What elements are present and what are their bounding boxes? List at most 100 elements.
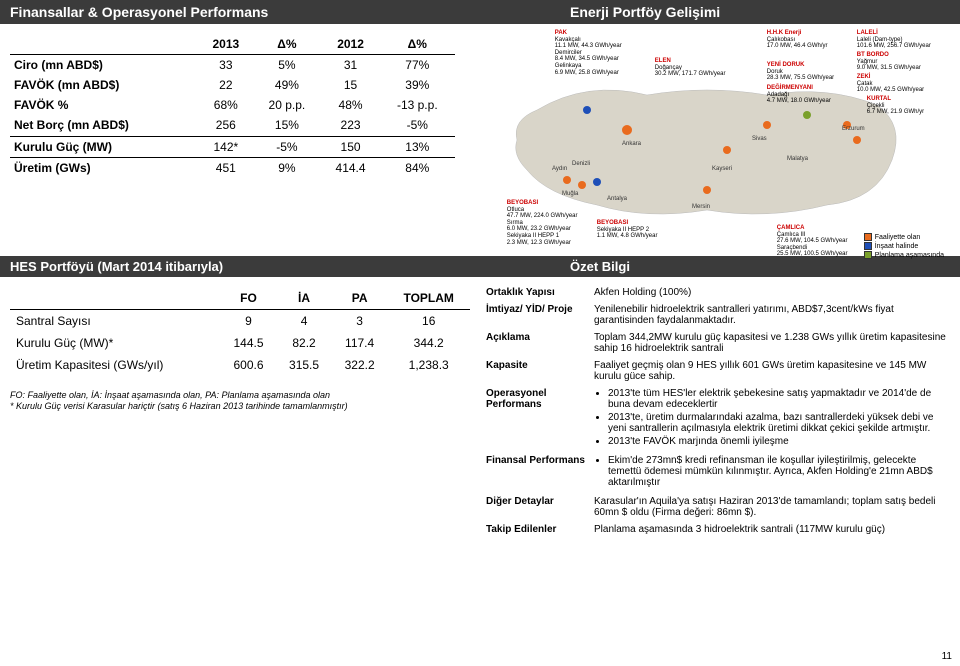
fin-cell: FAVÖK %	[10, 95, 199, 115]
hes-cell: 600.6	[221, 354, 277, 376]
svg-text:Ankara: Ankara	[622, 141, 642, 147]
fin-cell: Üretim (GWs)	[10, 158, 199, 179]
fin-cell: 49%	[253, 75, 322, 95]
fin-cell: 39%	[380, 75, 455, 95]
svg-text:Sivas: Sivas	[752, 136, 767, 142]
legend-item: Planlama aşamasında	[864, 251, 944, 259]
svg-text:Antalya: Antalya	[607, 196, 628, 202]
hes-cell: 82.2	[276, 332, 332, 354]
hes-cell: 4	[276, 310, 332, 333]
map-area: Ankara Sivas Malatya Erzurum Kayseri Mer…	[461, 24, 960, 256]
hes-cell: Üretim Kapasitesi (GWs/yıl)	[10, 354, 221, 376]
legend-swatch	[864, 251, 872, 259]
summary-value: Akfen Holding (100%)	[594, 287, 946, 298]
page-number: 11	[942, 651, 952, 662]
fin-cell: 256	[199, 115, 252, 135]
sub-header-left: HES Portföyü (Mart 2014 itibarıyla)	[0, 256, 480, 277]
fin-cell: 13%	[380, 136, 455, 157]
fin-cell: 84%	[380, 158, 455, 179]
legend-item: İnşaat halinde	[864, 242, 944, 250]
plant-label: ZEKİÇatak10.0 MW, 42.5 GWh/year	[857, 74, 924, 94]
summary-value: Karasular'ın Aquila'ya satışı Haziran 20…	[594, 496, 946, 518]
summary-value: Toplam 344,2MW kurulu güç kapasitesi ve …	[594, 332, 946, 354]
hes-cell: Kurulu Güç (MW)*	[10, 332, 221, 354]
hes-col-header: PA	[332, 287, 388, 310]
summary-bullet: 2013'te FAVÖK marjında önemli iyileşme	[608, 436, 946, 447]
hes-cell: 344.2	[387, 332, 470, 354]
fin-cell: Kurulu Güç (MW)	[10, 136, 199, 157]
hes-col-header: FO	[221, 287, 277, 310]
summary-key: Kapasite	[486, 360, 586, 382]
plant-label: ELENDoğançay30.2 MW, 171.7 GWh/year	[655, 58, 726, 78]
summary-bullet: 2013'te, üretim durmalarındaki azalma, b…	[608, 412, 946, 434]
fin-cell: -5%	[380, 115, 455, 135]
fin-cell: 5%	[253, 55, 322, 76]
fin-cell: 77%	[380, 55, 455, 76]
top-half: 2013Δ%2012Δ% Ciro (mn ABD$)335%3177%FAVÖ…	[0, 24, 960, 256]
summary-value: Yenilenebilir hidroelektrik santralleri …	[594, 304, 946, 326]
fin-cell: 414.4	[321, 158, 380, 179]
fin-cell: Net Borç (mn ABD$)	[10, 115, 199, 135]
fin-cell: 451	[199, 158, 252, 179]
plant-label: PAKKavakçalı11.1 MW, 44.3 GWh/yearDemirc…	[555, 30, 622, 76]
fin-cell: 15%	[253, 115, 322, 135]
map-legend: Faaliyette olanİnşaat halinde Planlama aş…	[864, 233, 944, 260]
hes-cell: 16	[387, 310, 470, 333]
svg-text:Aydın: Aydın	[552, 166, 567, 172]
summary-area: Ortaklık Yapısı Akfen Holding (100%) İmtiy…	[480, 277, 960, 545]
plant-label: BT BORDOYağmur9.0 MW, 31.5 GWh/year	[857, 52, 921, 72]
hes-col-header: İA	[276, 287, 332, 310]
bottom-half: FOİAPATOPLAM Santral Sayısı94316 Kurulu G…	[0, 277, 960, 545]
summary-value: Ekim'de 273mn$ kredi refinansman ile koş…	[594, 455, 946, 490]
hes-cell: 9	[221, 310, 277, 333]
fin-cell: FAVÖK (mn ABD$)	[10, 75, 199, 95]
hes-cell: Santral Sayısı	[10, 310, 221, 333]
header-right-title: Enerji Portföy Gelişimi	[480, 0, 960, 24]
sub-header-bar: HES Portföyü (Mart 2014 itibarıyla) Özet…	[0, 256, 960, 277]
fin-col-header: Δ%	[380, 34, 455, 55]
hes-cell: 1,238.3	[387, 354, 470, 376]
svg-text:Erzurum: Erzurum	[842, 126, 865, 132]
header-bar: Finansallar & Operasyonel Performans Ene…	[0, 0, 960, 24]
svg-text:Kayseri: Kayseri	[712, 166, 732, 172]
plant-label: H.H.K EnerjiÇalıkobası17.0 MW, 46.4 GWh/…	[767, 30, 828, 50]
fin-cell: 31	[321, 55, 380, 76]
summary-key: İmtiyaz/ YİD/ Proje	[486, 304, 586, 326]
fin-cell: 150	[321, 136, 380, 157]
plant-label: DEĞİRMENYANIAdadağı4.7 MW, 18.0 GWh/year	[767, 85, 831, 105]
fin-cell: 48%	[321, 95, 380, 115]
svg-text:Muğla: Muğla	[562, 191, 579, 197]
plant-label: ÇAMLICAÇamlıca III27.6 MW, 104.5 GWh/yea…	[777, 225, 848, 258]
financial-table-area: 2013Δ%2012Δ% Ciro (mn ABD$)335%3177%FAVÖ…	[0, 24, 461, 256]
fin-col-header: 2013	[199, 34, 252, 55]
fin-cell: 33	[199, 55, 252, 76]
hes-table: FOİAPATOPLAM Santral Sayısı94316 Kurulu G…	[10, 287, 470, 376]
hes-footnote: FO: Faaliyette olan, İA: İnşaat aşamasın…	[10, 390, 470, 412]
plant-label: LALELİLaleli (Dam-type)101.6 MW, 256.7 G…	[857, 30, 931, 50]
hes-cell: 322.2	[332, 354, 388, 376]
summary-key: Diğer Detaylar	[486, 496, 586, 518]
fin-cell: Ciro (mn ABD$)	[10, 55, 199, 76]
hes-col-header: TOPLAM	[387, 287, 470, 310]
fin-cell: 142*	[199, 136, 252, 157]
summary-value: 2013'te tüm HES'ler elektrik şebekesine …	[594, 388, 946, 449]
legend-swatch	[864, 233, 872, 241]
summary-bullet: Ekim'de 273mn$ kredi refinansman ile koş…	[608, 455, 946, 488]
fin-col-header: 2012	[321, 34, 380, 55]
summary-key: Finansal Performans	[486, 455, 586, 490]
svg-text:Mersin: Mersin	[692, 204, 710, 210]
plant-label: YENİ DORUKDoruk28.3 MW, 75.5 GWh/year	[767, 62, 834, 82]
summary-value: Planlama aşamasında 3 hidroelektrik sant…	[594, 524, 946, 535]
fin-col-header: Δ%	[253, 34, 322, 55]
summary-key: Ortaklık Yapısı	[486, 287, 586, 298]
hes-cell: 144.5	[221, 332, 277, 354]
fin-cell: 9%	[253, 158, 322, 179]
hes-cell: 3	[332, 310, 388, 333]
fin-cell: 22	[199, 75, 252, 95]
legend-item: Faaliyette olan	[864, 233, 944, 241]
plant-label: BEYOBASIOtluca47.7 MW, 224.0 GWh/yearSır…	[507, 200, 578, 246]
footnote-line-2: * Kurulu Güç verisi Karasular hariçtir (…	[10, 401, 470, 412]
legend-swatch	[864, 242, 872, 250]
hes-cell: 315.5	[276, 354, 332, 376]
legend-label: Planlama aşamasında	[875, 252, 944, 259]
